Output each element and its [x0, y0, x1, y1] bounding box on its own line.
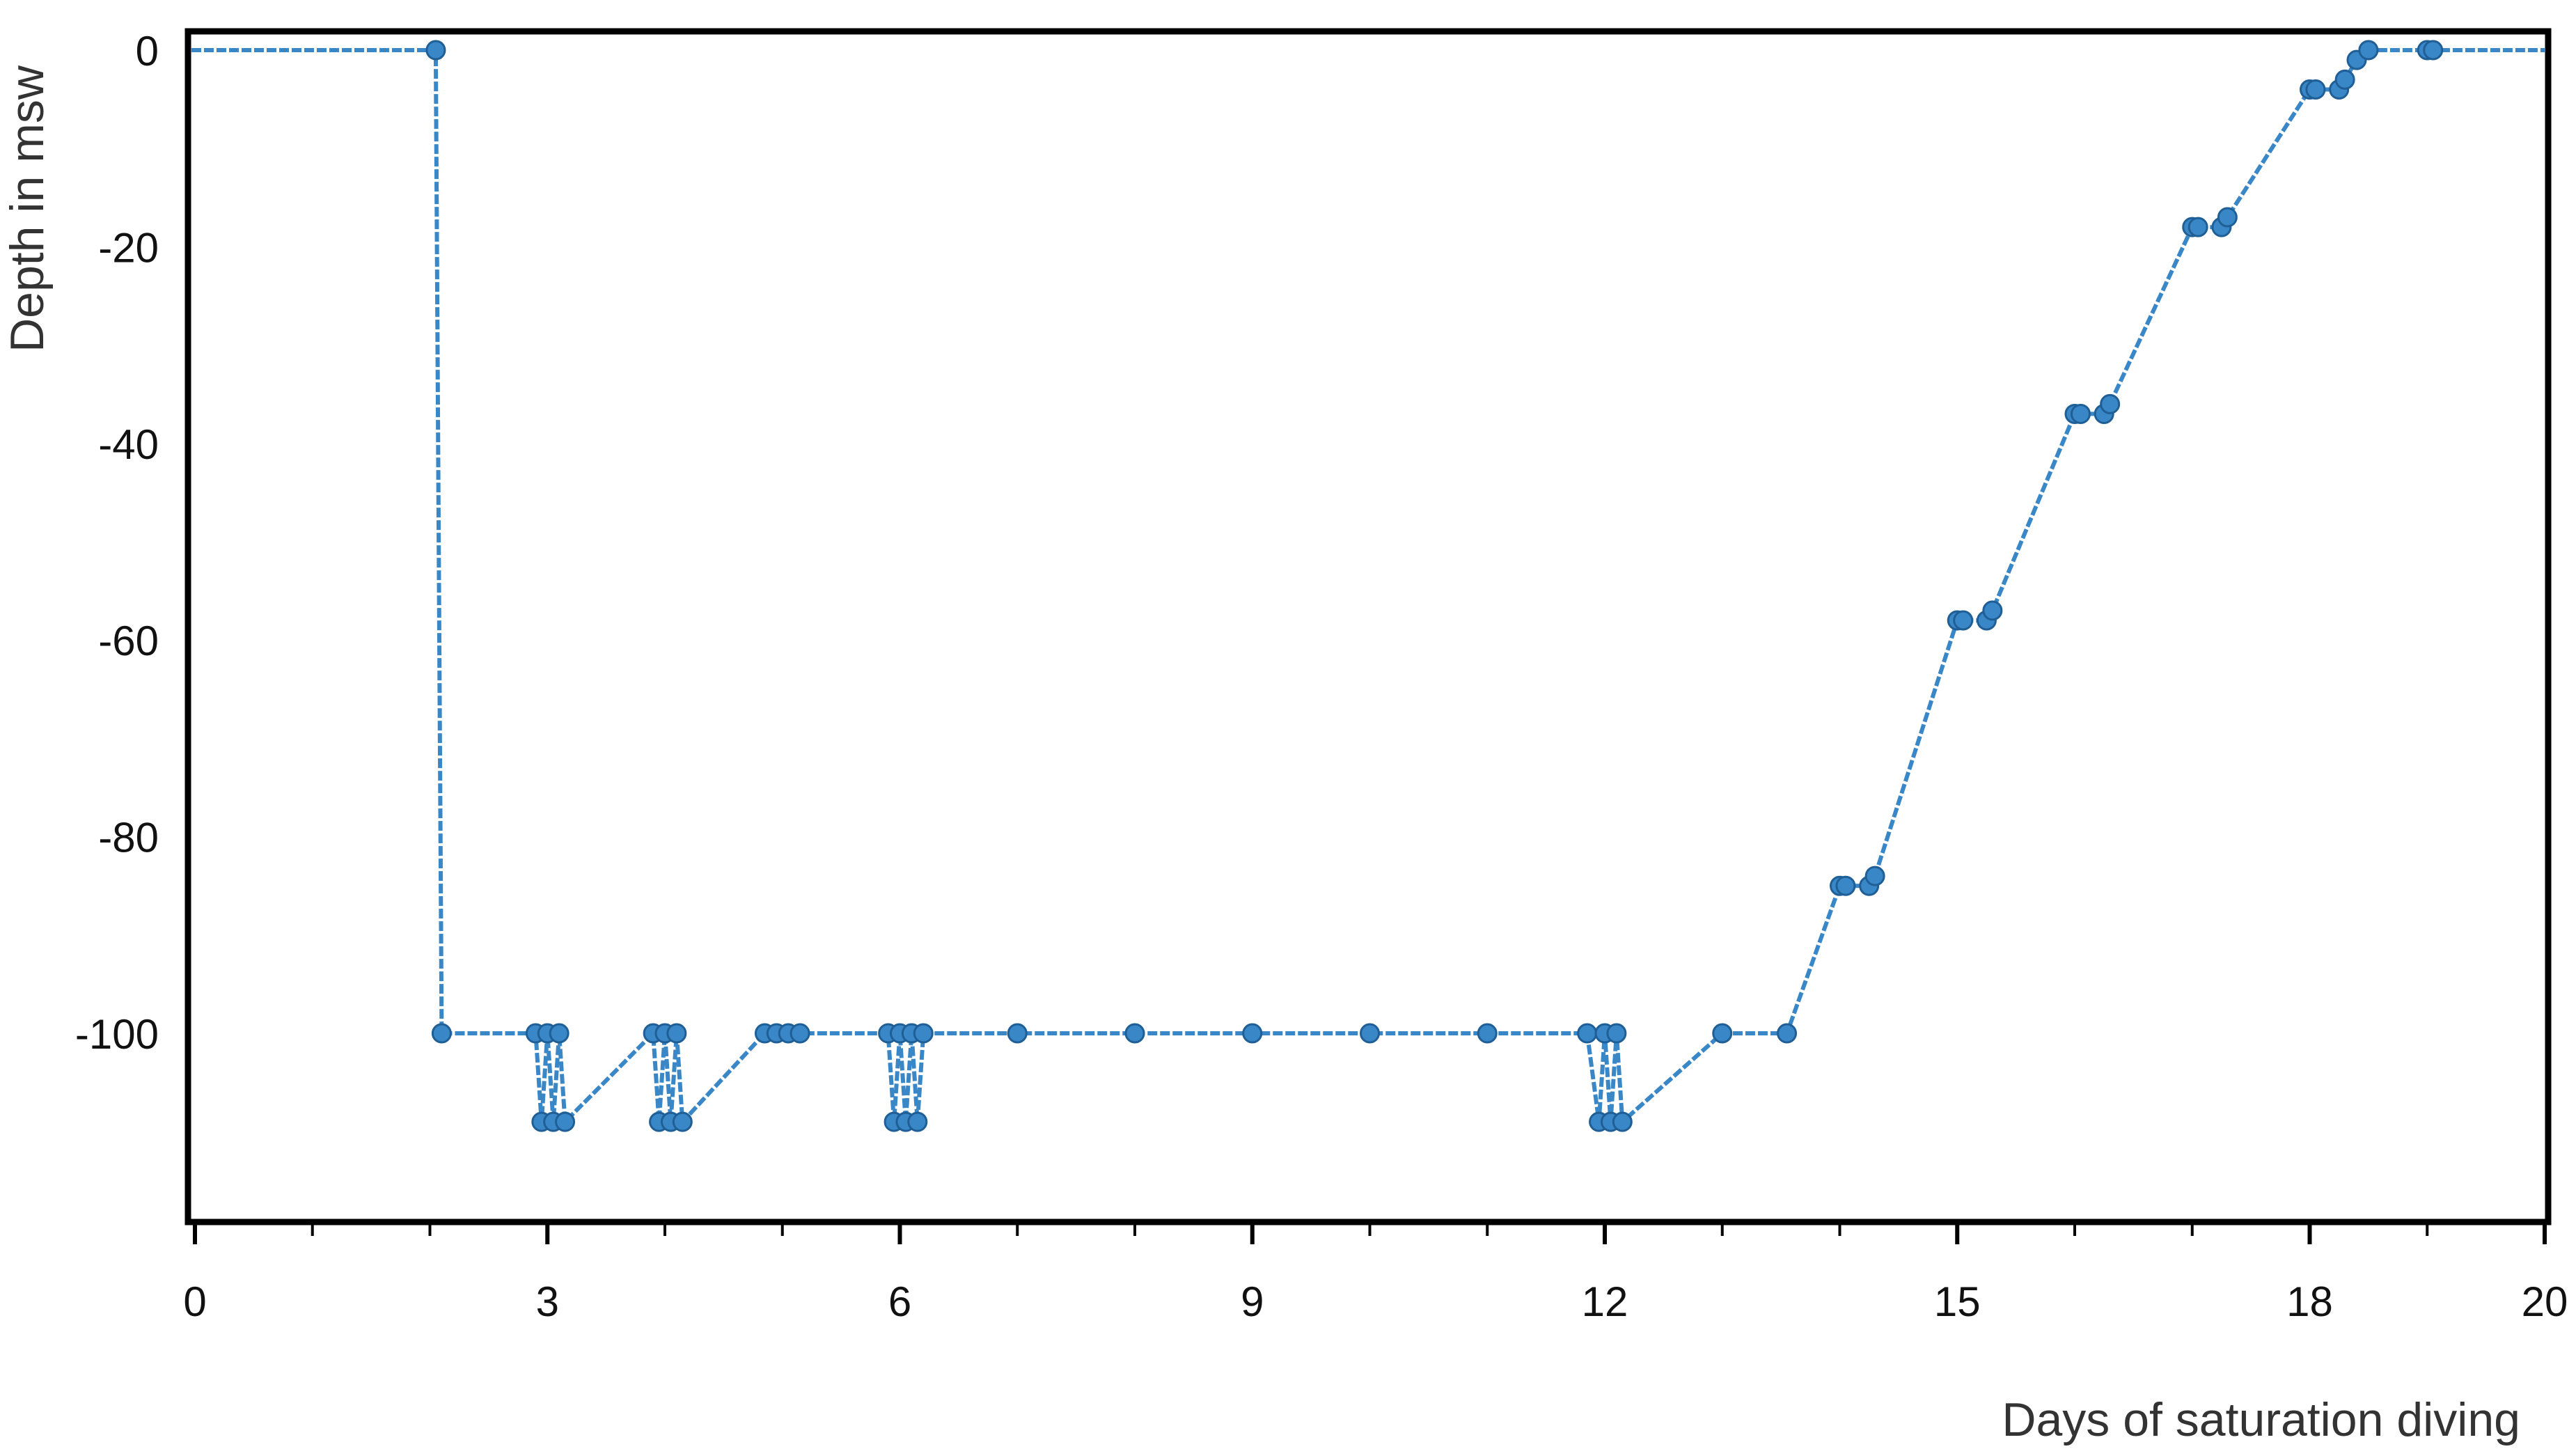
data-point: [555, 1111, 576, 1132]
y-tick-label: -40: [98, 421, 159, 468]
y-tick-label: -80: [98, 815, 159, 861]
x-tick-label: 20: [2522, 1278, 2568, 1325]
data-point: [913, 1023, 934, 1044]
x-tick-label: 9: [1241, 1278, 1264, 1325]
series-line: [191, 48, 2545, 1125]
y-tick-label: 0: [136, 28, 159, 75]
data-point: [1835, 875, 1856, 896]
y-tick-label: -60: [98, 618, 159, 664]
x-tick-label: 3: [536, 1278, 559, 1325]
data-point: [1124, 1023, 1145, 1044]
data-point: [1606, 1023, 1627, 1044]
x-tick-label: 18: [2286, 1278, 2333, 1325]
x-tick-label: 12: [1582, 1278, 1628, 1325]
x-tick-label: 15: [1934, 1278, 1981, 1325]
data-point: [431, 1023, 452, 1044]
data-point: [1612, 1111, 1633, 1132]
data-point: [1712, 1023, 1733, 1044]
plot-frame: [184, 28, 2552, 1225]
data-point: [1982, 600, 2003, 621]
data-point: [1577, 1023, 1598, 1044]
data-point: [1953, 610, 1974, 631]
x-tick-label: 0: [183, 1278, 206, 1325]
x-tick-label: 6: [888, 1278, 911, 1325]
data-point: [2423, 40, 2444, 61]
data-point: [1360, 1023, 1380, 1044]
data-point: [2217, 207, 2238, 228]
data-point: [666, 1023, 687, 1044]
data-point: [425, 40, 446, 61]
data-point: [2334, 69, 2355, 90]
data-point: [672, 1111, 693, 1132]
data-point: [1007, 1023, 1028, 1044]
y-tick-label: -20: [98, 224, 159, 271]
data-point: [2100, 393, 2121, 414]
x-axis-title: Days of saturation diving: [2002, 1393, 2520, 1446]
data-point: [1242, 1023, 1263, 1044]
x-axis: 0 3 6 9 12 15 18 20: [183, 1219, 2568, 1325]
data-point: [1864, 866, 1885, 886]
data-point: [2188, 217, 2208, 237]
data-point: [2070, 403, 2091, 424]
series-layer: [191, 40, 2545, 1132]
data-point: [2358, 40, 2379, 61]
data-point: [549, 1023, 570, 1044]
data-point: [2305, 79, 2326, 100]
data-point: [1777, 1023, 1798, 1044]
y-tick-label: -100: [75, 1011, 159, 1058]
data-point: [1477, 1023, 1498, 1044]
y-axis-title: Depth in msw: [1, 65, 54, 352]
data-point: [907, 1111, 928, 1132]
y-axis: 0 -20 -40 -60 -80 -100: [75, 28, 159, 1058]
data-point: [790, 1023, 810, 1044]
